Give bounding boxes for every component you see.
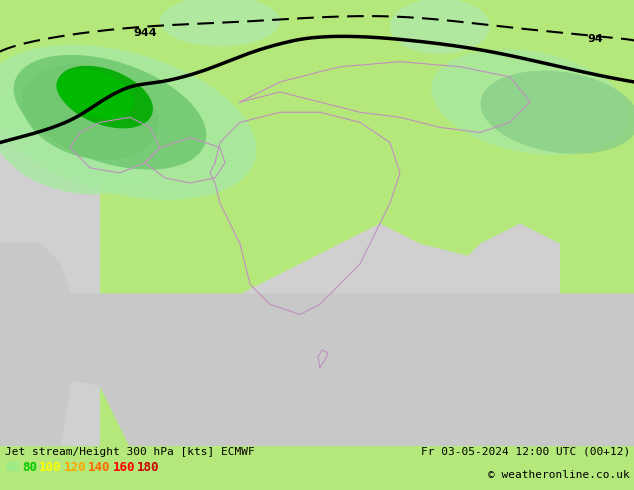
Text: 60: 60	[5, 462, 20, 474]
Polygon shape	[0, 122, 100, 446]
Ellipse shape	[14, 55, 206, 170]
Text: Fr 03-05-2024 12:00 UTC (00+12): Fr 03-05-2024 12:00 UTC (00+12)	[421, 447, 630, 457]
Text: 944: 944	[133, 28, 157, 38]
Text: 100: 100	[39, 462, 61, 474]
Polygon shape	[0, 244, 80, 446]
Polygon shape	[0, 294, 634, 446]
Text: 140: 140	[88, 462, 110, 474]
Text: 120: 120	[63, 462, 86, 474]
Polygon shape	[160, 223, 500, 446]
Text: 160: 160	[112, 462, 135, 474]
Polygon shape	[420, 223, 560, 446]
Text: Jet stream/Height 300 hPa [kts] ECMWF: Jet stream/Height 300 hPa [kts] ECMWF	[5, 447, 255, 457]
Text: 94: 94	[587, 34, 603, 45]
Ellipse shape	[57, 66, 153, 128]
Ellipse shape	[56, 69, 134, 119]
Ellipse shape	[481, 71, 634, 154]
Text: 180: 180	[137, 462, 160, 474]
Ellipse shape	[0, 45, 256, 200]
Ellipse shape	[22, 65, 158, 160]
Ellipse shape	[390, 0, 490, 54]
Ellipse shape	[0, 71, 169, 194]
Ellipse shape	[431, 49, 629, 155]
Text: 80: 80	[22, 462, 37, 474]
Text: © weatheronline.co.uk: © weatheronline.co.uk	[488, 470, 630, 480]
Ellipse shape	[160, 0, 280, 47]
